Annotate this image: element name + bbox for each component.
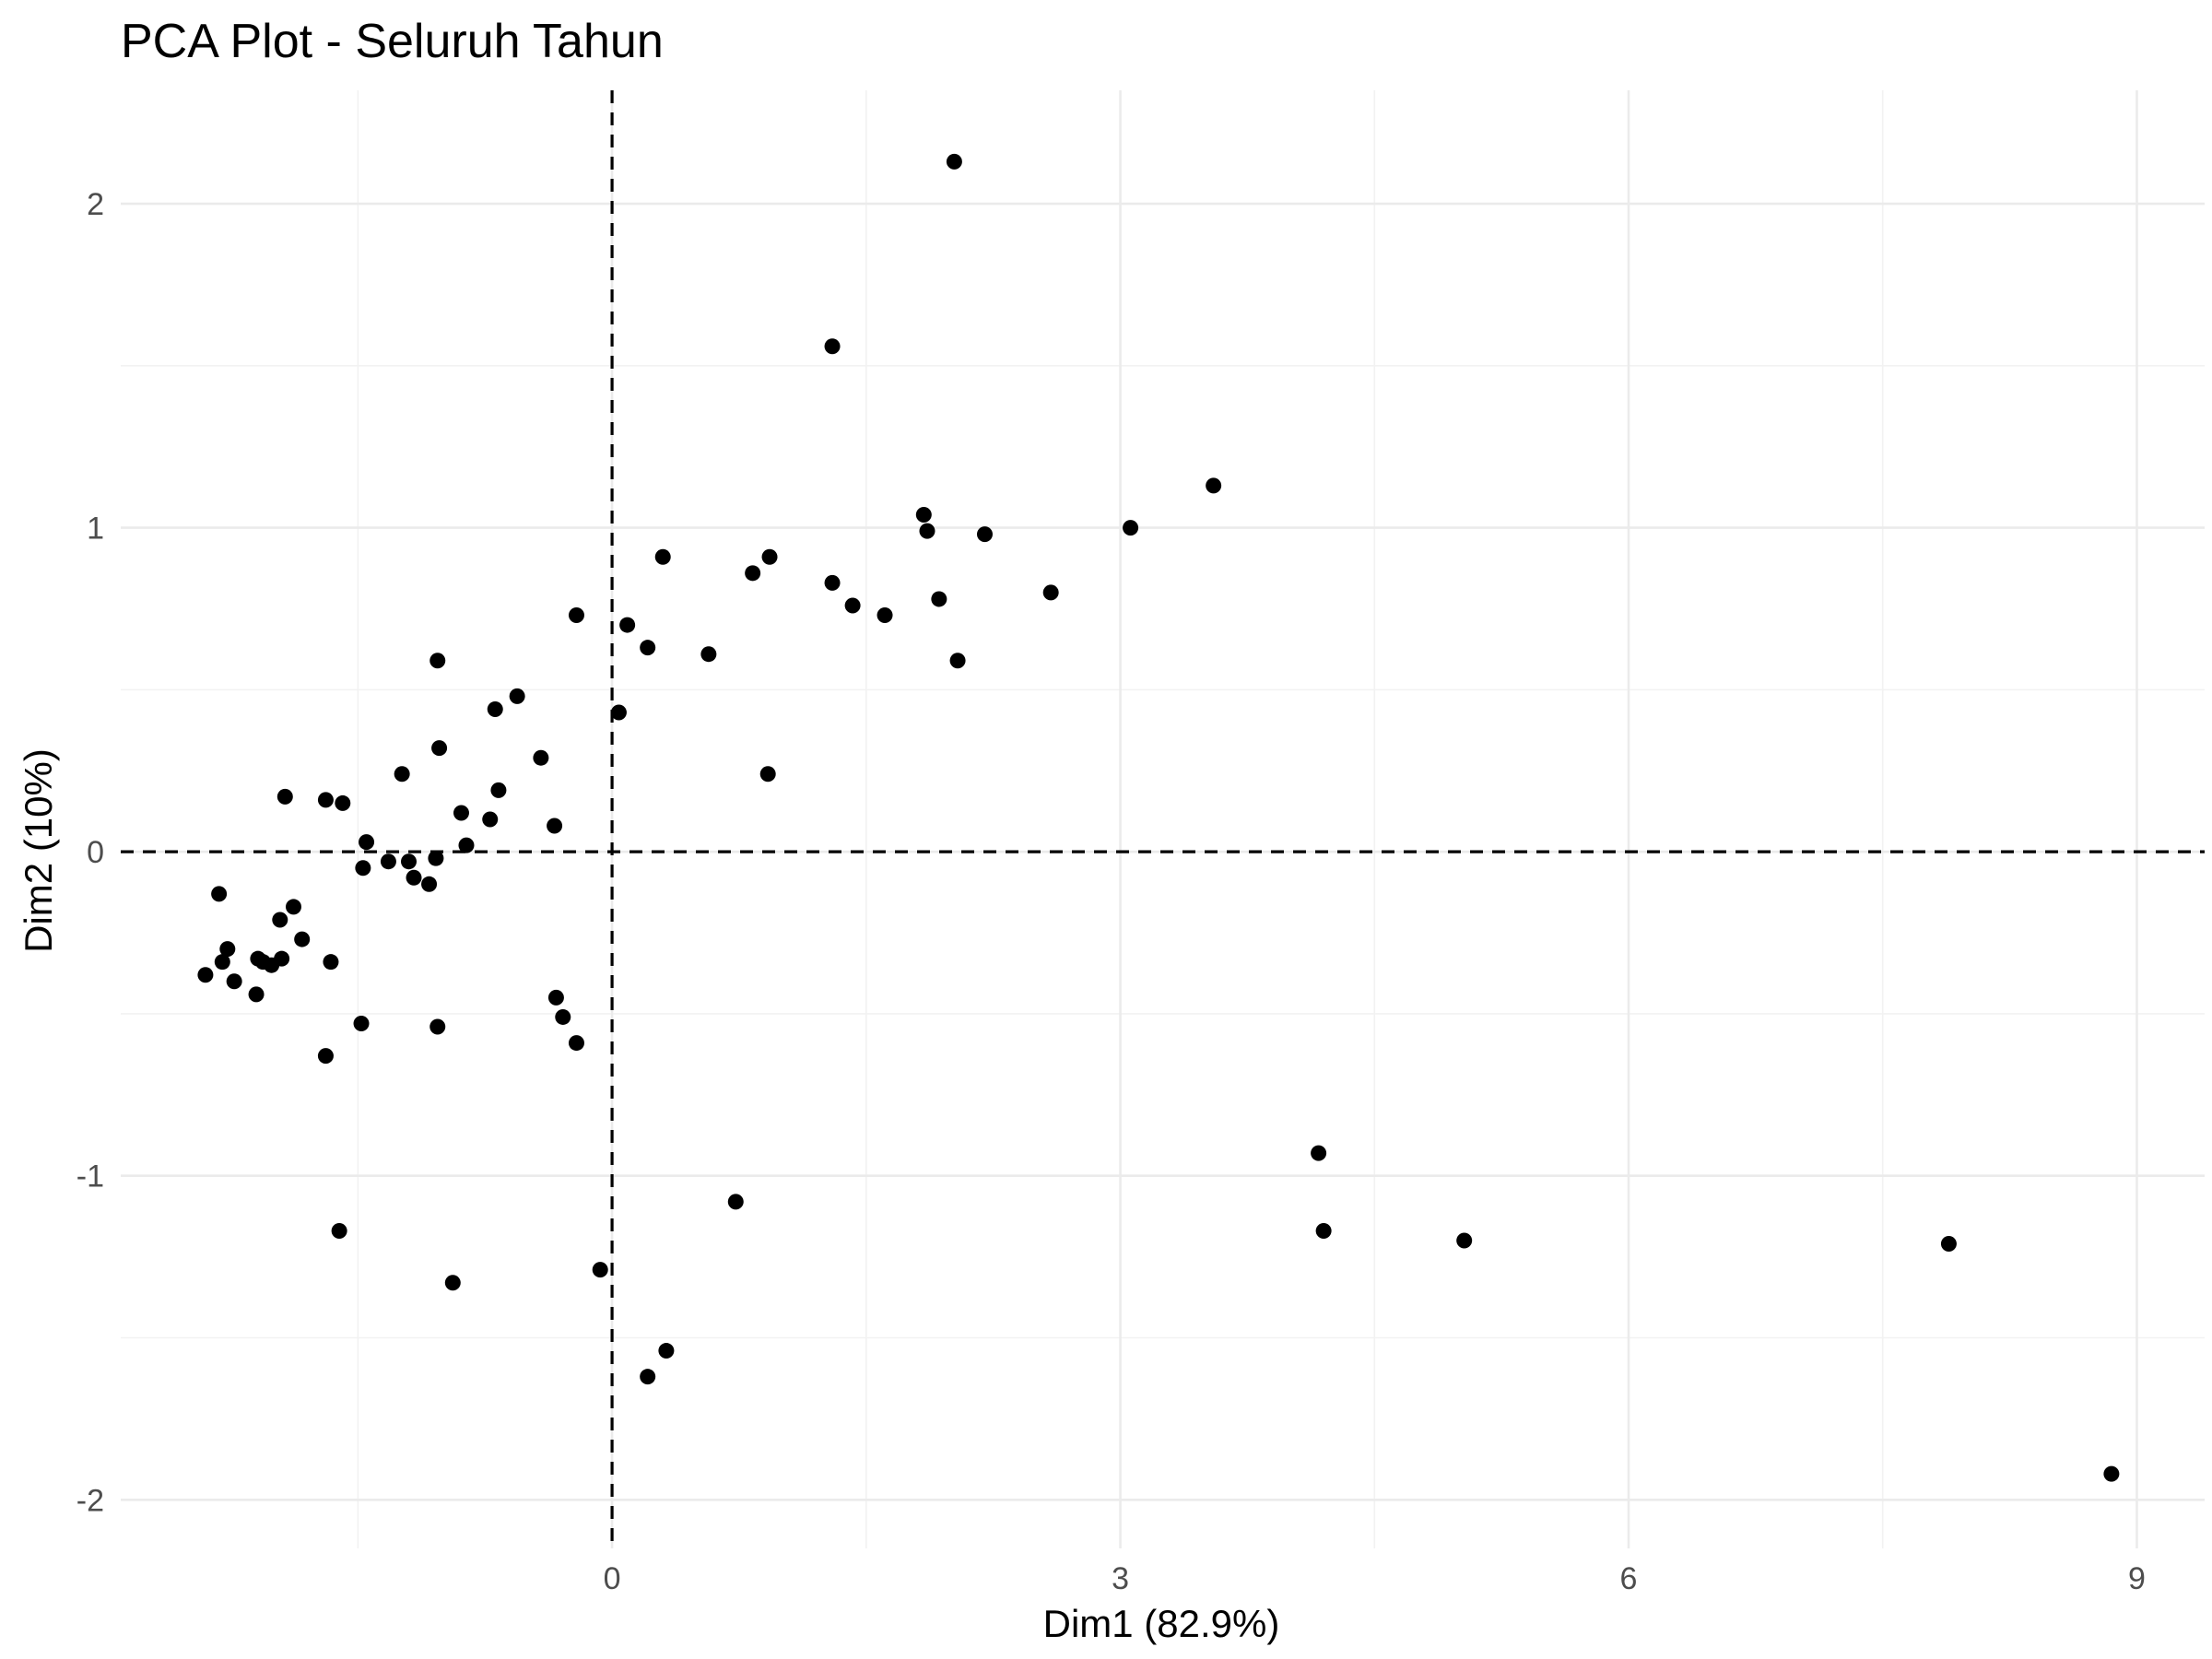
data-point — [568, 1035, 584, 1052]
data-point — [431, 740, 448, 757]
y-tick-label: 2 — [87, 187, 104, 222]
data-point — [533, 749, 549, 766]
data-point — [380, 853, 396, 870]
data-point — [555, 1008, 571, 1025]
data-point — [317, 1048, 334, 1065]
x-tick-label: 3 — [1112, 1561, 1129, 1596]
data-point — [547, 818, 563, 834]
data-point — [946, 153, 962, 170]
data-point — [276, 788, 293, 805]
data-point — [323, 954, 339, 971]
chart-title: PCA Plot - Seluruh Tahun — [121, 15, 664, 68]
data-point — [444, 1275, 461, 1291]
x-axis-label: Dim1 (82.9%) — [1043, 1602, 1280, 1645]
data-point — [406, 869, 422, 886]
x-tick-label: 6 — [1620, 1561, 1638, 1596]
data-point — [619, 617, 636, 633]
data-point — [335, 794, 351, 811]
data-point — [400, 853, 417, 870]
data-point — [214, 954, 230, 971]
data-point — [490, 782, 507, 798]
data-point — [487, 700, 503, 717]
data-point — [949, 653, 966, 669]
data-point — [294, 931, 311, 947]
data-point — [219, 941, 236, 958]
data-point — [658, 1343, 675, 1359]
data-point — [428, 850, 444, 866]
data-point — [844, 597, 861, 614]
data-point — [727, 1194, 744, 1210]
data-point — [654, 548, 671, 565]
data-point — [226, 973, 242, 990]
data-point — [211, 886, 228, 902]
data-point — [640, 640, 656, 656]
data-point — [640, 1369, 656, 1385]
data-point — [824, 574, 841, 591]
y-tick-label: -1 — [76, 1159, 104, 1194]
data-point — [353, 1015, 370, 1031]
data-point — [610, 704, 627, 721]
data-point — [759, 766, 776, 782]
data-point — [976, 526, 993, 543]
data-point — [359, 834, 375, 851]
data-point — [1042, 584, 1059, 601]
data-point — [355, 860, 371, 877]
data-point — [264, 957, 280, 973]
data-point — [745, 565, 761, 582]
x-tick-label: 0 — [604, 1561, 621, 1596]
y-tick-label: 1 — [87, 512, 104, 547]
data-point — [700, 646, 717, 663]
y-tick-label: -2 — [76, 1483, 104, 1518]
data-point — [394, 766, 410, 782]
data-point — [1123, 520, 1139, 536]
data-point — [824, 338, 841, 355]
data-point — [509, 688, 525, 704]
data-point — [458, 837, 475, 853]
data-point — [915, 507, 932, 524]
data-point — [1940, 1236, 1957, 1253]
data-point — [1311, 1145, 1327, 1161]
data-point — [197, 967, 214, 983]
data-point — [429, 1018, 446, 1035]
data-point — [1315, 1222, 1332, 1239]
data-point — [272, 912, 288, 928]
data-point — [429, 653, 446, 669]
minor-gridlines — [121, 90, 2205, 1548]
data-point — [931, 591, 947, 607]
data-point — [331, 1222, 347, 1239]
data-point — [568, 607, 584, 624]
data-point — [421, 876, 438, 892]
y-axis-ticks: -2 -1 0 1 2 — [76, 187, 104, 1518]
data-point — [248, 986, 265, 1003]
data-point — [919, 523, 935, 539]
reference-lines — [121, 90, 2205, 1548]
data-point — [453, 805, 469, 821]
data-point — [547, 989, 564, 1006]
data-point — [285, 899, 301, 915]
data-point — [317, 792, 334, 808]
data-points — [197, 153, 2120, 1482]
y-axis-label: Dim2 (10%) — [17, 748, 60, 953]
data-point — [592, 1262, 608, 1278]
data-point — [1456, 1232, 1473, 1249]
y-tick-label: 0 — [87, 835, 104, 870]
x-tick-label: 9 — [2128, 1561, 2146, 1596]
data-point — [1206, 477, 1222, 494]
x-axis-ticks: 0 3 6 9 — [604, 1561, 2146, 1596]
data-point — [877, 607, 893, 624]
data-point — [2103, 1465, 2120, 1482]
data-point — [761, 548, 778, 565]
data-point — [482, 811, 499, 828]
